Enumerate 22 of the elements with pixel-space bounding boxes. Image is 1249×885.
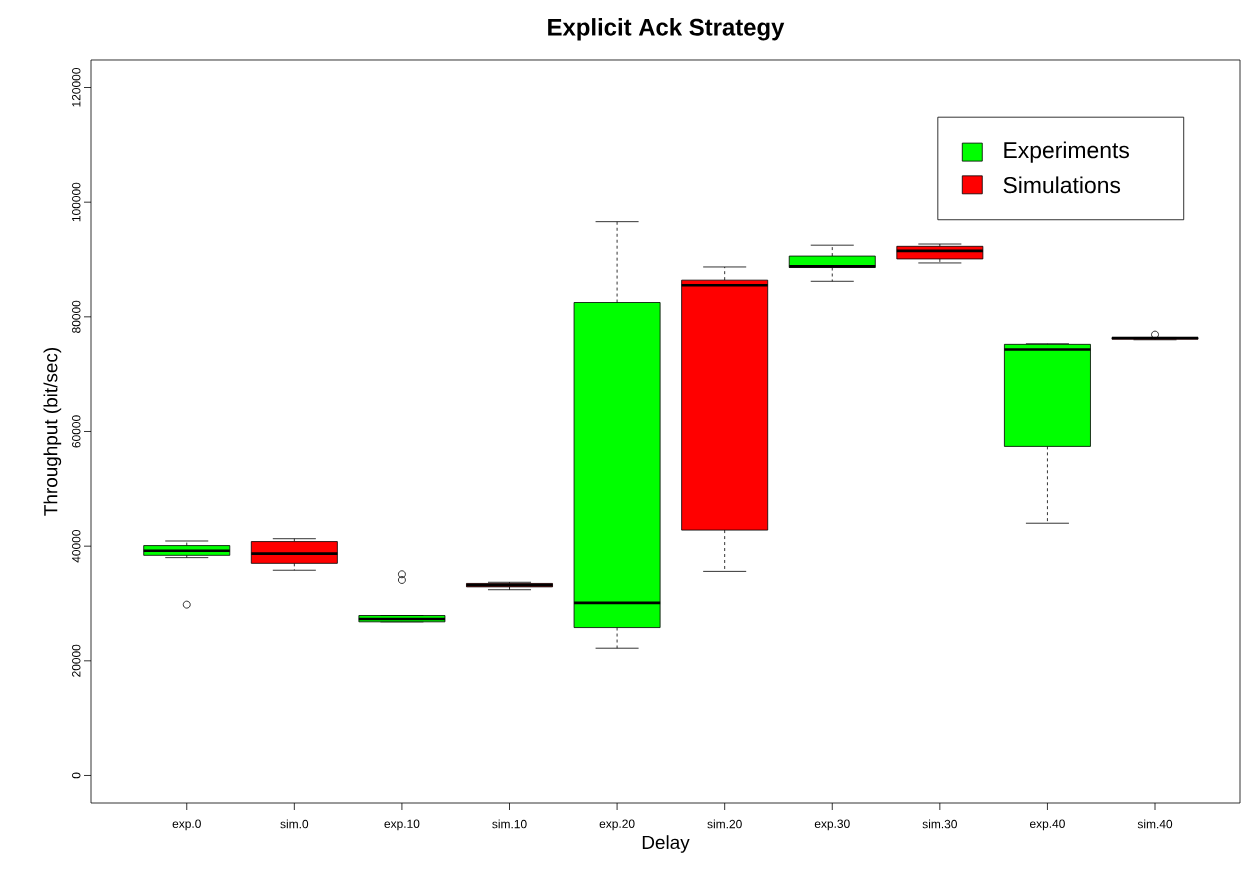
x-tick-label: exp.0 [172,819,201,831]
x-tick-label: sim.30 [922,819,957,829]
x-tick-label: exp.20 [599,819,635,831]
y-tick-label: 60000 [72,415,81,448]
y-tick-label: 120000 [72,68,81,107]
x-tick-label: sim.0 [280,819,309,829]
chart-title: Explicit Ack Strategy [548,18,785,41]
y-tick-label: 100000 [72,182,81,222]
x-tick-label: sim.10 [492,819,527,829]
legend-label: Experiments [1004,141,1129,163]
y-tick-label: 40000 [72,530,81,563]
x-axis-title: Delay [642,835,690,853]
x-tick-label: exp.10 [384,819,420,831]
x-tick-label: exp.30 [814,819,850,831]
x-tick-label: exp.40 [1029,819,1065,831]
y-tick-label: 0 [72,772,81,779]
y-axis-title: Throughput (bit/sec) [43,348,62,516]
y-tick-label: 20000 [72,644,81,677]
x-tick-label: sim.40 [1137,819,1173,829]
x-tick-label: sim.20 [707,819,742,829]
y-tick-label: 80000 [72,300,81,333]
legend-label: Simulations [1003,176,1121,194]
